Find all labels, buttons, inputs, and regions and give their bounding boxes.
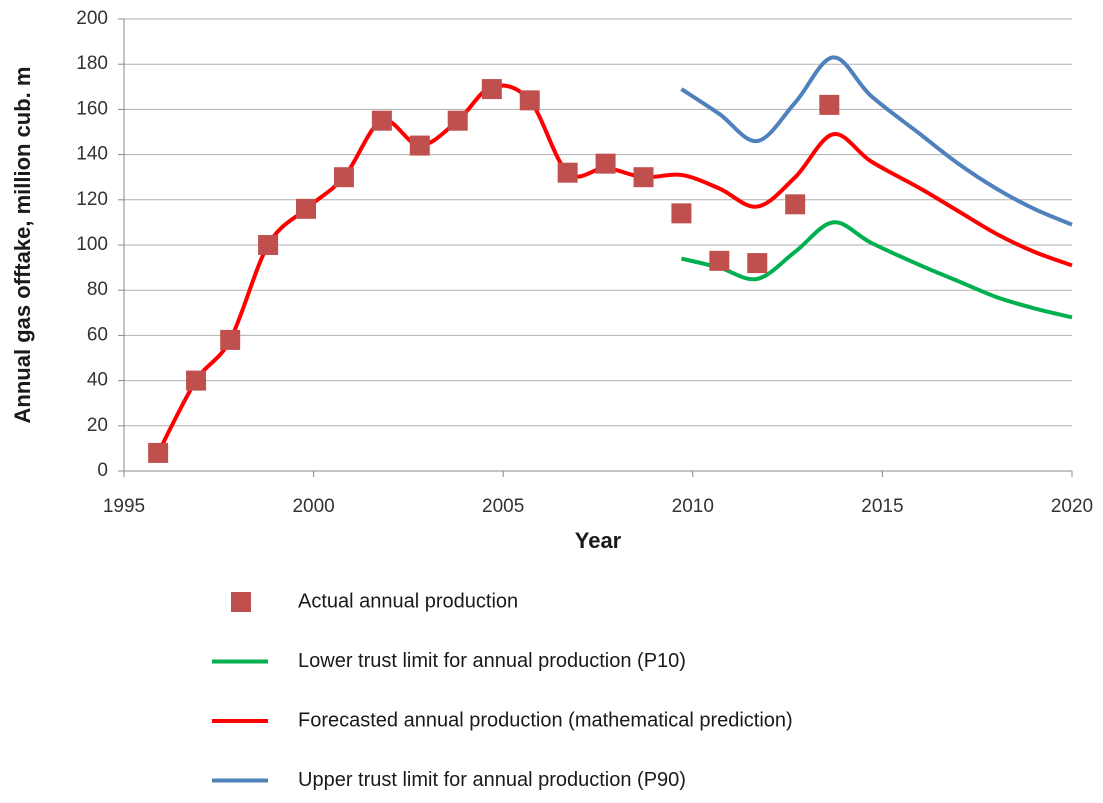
series-line (680, 55, 1073, 227)
y-tick-label: 60 (87, 324, 108, 345)
legend-text: Forecasted annual production (mathematic… (298, 709, 793, 731)
x-tick-label: 1995 (103, 496, 145, 517)
data-point (371, 110, 392, 131)
series-line (156, 83, 1073, 454)
data-point (671, 203, 692, 224)
data-point (519, 90, 540, 111)
data-point (709, 250, 730, 271)
legend-marker (231, 592, 251, 612)
y-axis-title: Annual gas offtake, million cub. m (10, 67, 35, 424)
legend-text: Lower trust limit for annual production … (298, 650, 686, 672)
data-point (409, 135, 430, 156)
data-point (747, 253, 768, 274)
x-tick-label: 2020 (1051, 496, 1093, 517)
series-line (680, 220, 1073, 320)
data-point (557, 162, 578, 183)
data-point (447, 110, 468, 131)
legend-text: Upper trust limit for annual production … (298, 769, 686, 791)
y-tick-label: 200 (76, 8, 108, 29)
legend-text: Actual annual production (298, 590, 518, 612)
data-point (785, 194, 806, 215)
y-tick-label: 100 (76, 234, 108, 255)
x-axis-title: Year (575, 528, 622, 553)
data-point (148, 442, 169, 463)
data-point (633, 167, 654, 188)
data-point (481, 79, 502, 100)
y-tick-label: 80 (87, 279, 108, 300)
x-tick-label: 2010 (672, 496, 714, 517)
y-tick-label: 0 (97, 460, 108, 481)
y-tick-label: 20 (87, 415, 108, 436)
data-point (296, 198, 317, 219)
y-tick-label: 120 (76, 189, 108, 210)
data-point (186, 370, 207, 391)
data-point (819, 94, 840, 115)
x-tick-label: 2005 (482, 496, 524, 517)
x-tick-label: 2000 (292, 496, 334, 517)
data-point (220, 329, 241, 350)
data-point (333, 167, 354, 188)
data-point (258, 235, 279, 255)
y-tick-label: 40 (87, 370, 108, 391)
data-point (595, 153, 616, 174)
x-tick-label: 2015 (861, 496, 903, 517)
y-tick-label: 180 (76, 53, 108, 74)
y-tick-label: 140 (76, 144, 108, 165)
y-tick-label: 160 (76, 98, 108, 119)
